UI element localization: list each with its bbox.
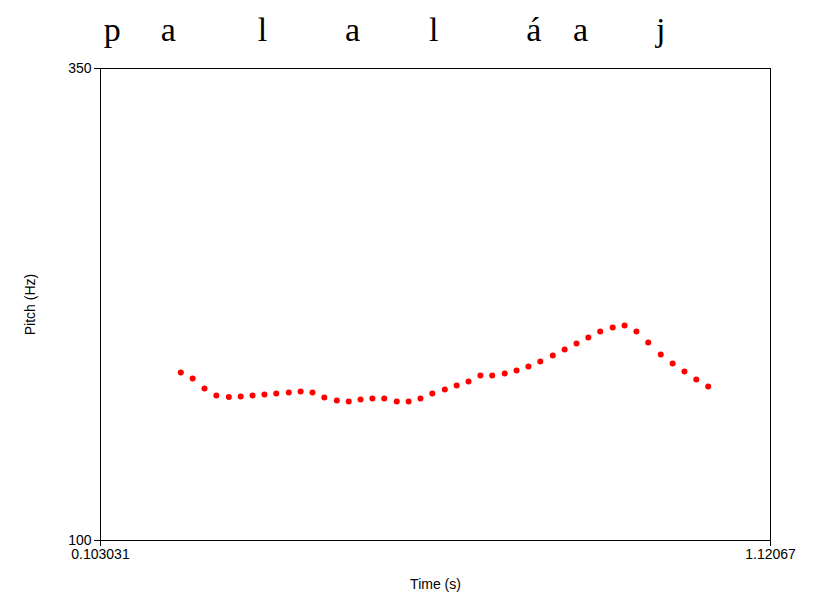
svg-text:Pitch (Hz): Pitch (Hz) bbox=[22, 274, 38, 335]
svg-text:a: a bbox=[161, 11, 176, 48]
svg-text:0.103031: 0.103031 bbox=[71, 546, 130, 562]
svg-text:j: j bbox=[655, 11, 665, 48]
svg-text:1.12067: 1.12067 bbox=[745, 546, 796, 562]
svg-text:a: a bbox=[573, 11, 588, 48]
svg-text:Time (s): Time (s) bbox=[410, 576, 461, 592]
svg-text:l: l bbox=[258, 11, 267, 48]
svg-text:á: á bbox=[526, 11, 541, 48]
svg-text:350: 350 bbox=[68, 60, 92, 76]
svg-text:p: p bbox=[104, 11, 121, 48]
svg-text:a: a bbox=[345, 11, 360, 48]
svg-text:100: 100 bbox=[68, 532, 92, 548]
svg-text:l: l bbox=[429, 11, 438, 48]
